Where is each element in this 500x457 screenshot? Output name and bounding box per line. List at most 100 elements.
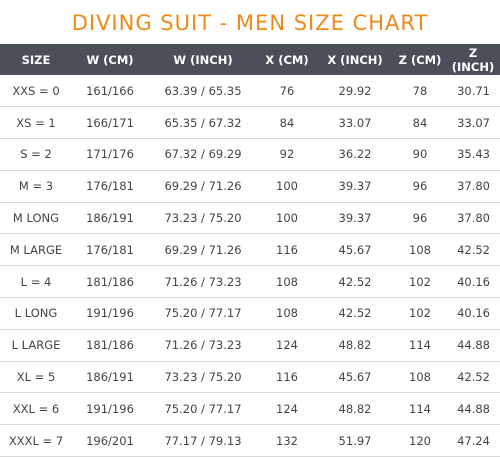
table-row: S = 2 171/176 67.32 / 69.29 92 36.22 90 35.43: [0, 138, 500, 171]
cell-size: L LARGE: [0, 329, 72, 362]
cell-w-cm: 161/166: [72, 75, 148, 108]
cell-x-cm: 132: [258, 424, 316, 457]
cell-x-inch: 48.82: [316, 392, 394, 426]
header-size: SIZE: [21, 52, 51, 67]
cell-z-inch: 33.07: [446, 106, 500, 140]
cell-x-cm: 108: [258, 265, 316, 299]
table-row: M = 3 176/181 69.29 / 71.26 100 39.37 96 37.80: [0, 170, 500, 203]
cell-w-cm: 181/186: [72, 265, 148, 299]
cell-x-cm: 76: [258, 75, 316, 108]
cell-z-inch: 37.80: [446, 170, 500, 203]
header-z-cm: Z (CM): [398, 52, 442, 67]
cell-x-inch: 42.52: [316, 297, 394, 330]
cell-z-cm: 102: [394, 297, 446, 330]
cell-size: S = 2: [0, 138, 72, 171]
cell-z-cm: 78: [394, 75, 446, 108]
chart-title: DIVING SUIT - MEN SIZE CHART: [71, 11, 429, 35]
size-chart-table: SIZE W (CM) W (INCH) X (CM) X (INCH) Z (…: [0, 44, 500, 457]
cell-w-cm: 171/176: [72, 138, 148, 171]
cell-w-inch: 69.29 / 71.26: [148, 233, 258, 267]
cell-z-cm: 114: [394, 329, 446, 362]
cell-z-inch: 35.43: [446, 138, 500, 171]
cell-x-inch: 39.37: [316, 170, 394, 203]
cell-x-cm: 100: [258, 202, 316, 235]
cell-w-cm: 186/191: [72, 202, 148, 235]
table-row: M LARGE 176/181 69.29 / 71.26 116 45.67 108 42…: [0, 233, 500, 267]
cell-w-inch: 71.26 / 73.23: [148, 329, 258, 362]
cell-w-inch: 69.29 / 71.26: [148, 170, 258, 203]
cell-w-cm: 196/201: [72, 424, 148, 457]
cell-z-inch: 42.52: [446, 361, 500, 394]
cell-x-cm: 108: [258, 297, 316, 330]
cell-w-cm: 181/186: [72, 329, 148, 362]
cell-z-cm: 108: [394, 361, 446, 394]
cell-x-cm: 116: [258, 233, 316, 267]
header-w-inch: W (INCH): [173, 52, 233, 67]
table-row: L LARGE 181/186 71.26 / 73.23 124 48.82 114 44…: [0, 329, 500, 362]
cell-z-cm: 102: [394, 265, 446, 299]
table-row: XS = 1 166/171 65.35 / 67.32 84 33.07 84 33.07: [0, 106, 500, 140]
cell-z-cm: 114: [394, 392, 446, 426]
cell-w-inch: 65.35 / 67.32: [148, 106, 258, 140]
cell-x-inch: 39.37: [316, 202, 394, 235]
cell-size: M LARGE: [0, 233, 72, 267]
cell-w-inch: 75.20 / 77.17: [148, 392, 258, 426]
cell-x-inch: 29.92: [316, 75, 394, 108]
cell-w-cm: 176/181: [72, 170, 148, 203]
cell-z-inch: 40.16: [446, 297, 500, 330]
cell-size: XL = 5: [0, 361, 72, 394]
cell-z-inch: 42.52: [446, 233, 500, 267]
cell-z-inch: 30.71: [446, 75, 500, 108]
cell-z-inch: 47.24: [446, 424, 500, 457]
cell-size: XXXL = 7: [0, 424, 72, 457]
cell-w-cm: 166/171: [72, 106, 148, 140]
cell-x-inch: 45.67: [316, 233, 394, 267]
table-row: XXS = 0 161/166 63.39 / 65.35 76 29.92 78 30.7…: [0, 75, 500, 108]
cell-size: L = 4: [0, 265, 72, 299]
cell-size: L LONG: [0, 297, 72, 330]
table-row: L = 4 181/186 71.26 / 73.23 108 42.52 102 40.1…: [0, 265, 500, 299]
table-row: M LONG 186/191 73.23 / 75.20 100 39.37 96 37.8…: [0, 202, 500, 235]
cell-x-inch: 51.97: [316, 424, 394, 457]
table-row: XXL = 6 191/196 75.20 / 77.17 124 48.82 114 44…: [0, 392, 500, 426]
cell-x-inch: 48.82: [316, 329, 394, 362]
header-x-cm: X (CM): [265, 52, 309, 67]
cell-z-cm: 84: [394, 106, 446, 140]
cell-x-cm: 124: [258, 392, 316, 426]
cell-z-inch: 37.80: [446, 202, 500, 235]
cell-w-cm: 186/191: [72, 361, 148, 394]
cell-size: M = 3: [0, 170, 72, 203]
cell-z-cm: 96: [394, 170, 446, 203]
cell-z-inch: 40.16: [446, 265, 500, 299]
header-w-cm: W (CM): [86, 52, 134, 67]
cell-x-inch: 42.52: [316, 265, 394, 299]
cell-z-cm: 90: [394, 138, 446, 171]
table-row: XL = 5 186/191 73.23 / 75.20 116 45.67 108 42.…: [0, 361, 500, 394]
cell-x-cm: 84: [258, 106, 316, 140]
cell-w-cm: 191/196: [72, 392, 148, 426]
cell-z-cm: 120: [394, 424, 446, 457]
cell-size: XXS = 0: [0, 75, 72, 108]
cell-w-inch: 77.17 / 79.13: [148, 424, 258, 457]
cell-w-inch: 63.39 / 65.35: [148, 75, 258, 108]
cell-x-cm: 124: [258, 329, 316, 362]
cell-x-inch: 36.22: [316, 138, 394, 171]
cell-w-inch: 73.23 / 75.20: [148, 202, 258, 235]
header-z-inch: Z (INCH): [451, 45, 495, 74]
cell-z-inch: 44.88: [446, 329, 500, 362]
table-header-row: SIZE W (CM) W (INCH) X (CM) X (INCH) Z (…: [0, 44, 500, 75]
cell-z-cm: 96: [394, 202, 446, 235]
cell-w-inch: 75.20 / 77.17: [148, 297, 258, 330]
cell-x-cm: 116: [258, 361, 316, 394]
table-row: XXXL = 7 196/201 77.17 / 79.13 132 51.97 120 4…: [0, 424, 500, 457]
cell-w-cm: 176/181: [72, 233, 148, 267]
cell-z-cm: 108: [394, 233, 446, 267]
header-x-inch: X (INCH): [327, 52, 383, 67]
cell-x-cm: 100: [258, 170, 316, 203]
cell-w-inch: 67.32 / 69.29: [148, 138, 258, 171]
cell-w-inch: 71.26 / 73.23: [148, 265, 258, 299]
cell-size: XS = 1: [0, 106, 72, 140]
cell-x-inch: 45.67: [316, 361, 394, 394]
table-row: L LONG 191/196 75.20 / 77.17 108 42.52 102 40.…: [0, 297, 500, 330]
cell-z-inch: 44.88: [446, 392, 500, 426]
